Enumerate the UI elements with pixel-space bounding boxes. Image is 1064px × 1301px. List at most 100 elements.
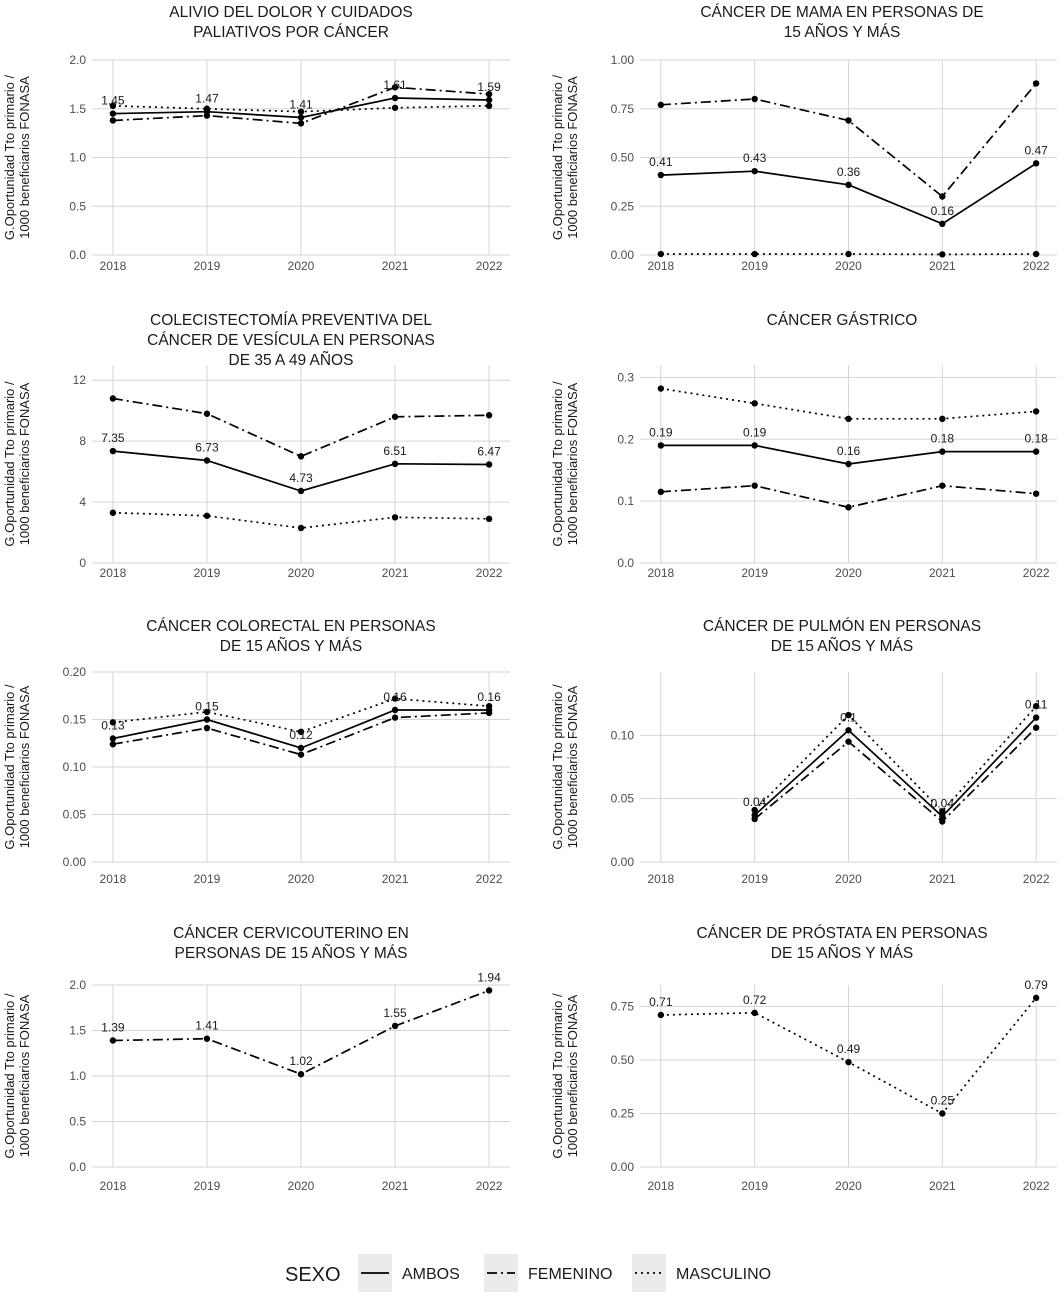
data-point-masculino bbox=[845, 416, 851, 422]
data-point-masculino bbox=[204, 513, 210, 519]
data-label: 0.1 bbox=[840, 710, 857, 724]
x-tick-label: 2022 bbox=[1023, 872, 1050, 886]
data-point-masculino bbox=[658, 1012, 664, 1018]
data-label: 0.72 bbox=[743, 993, 767, 1007]
data-point-ambos bbox=[1033, 160, 1039, 166]
y-tick-label: 0.1 bbox=[617, 494, 634, 508]
x-tick-label: 2020 bbox=[835, 1179, 862, 1193]
data-point-masculino bbox=[658, 385, 664, 391]
y-tick-label: 2.0 bbox=[69, 978, 86, 992]
y-tick-label: 0.0 bbox=[617, 556, 634, 570]
data-label: 0.79 bbox=[1024, 978, 1048, 992]
data-label: 0.18 bbox=[1024, 432, 1048, 446]
data-label: 1.55 bbox=[383, 1006, 407, 1020]
data-point-femenino bbox=[486, 987, 492, 993]
y-tick-label: 0.50 bbox=[611, 1053, 635, 1067]
x-tick-label: 2019 bbox=[194, 566, 221, 580]
x-tick-label: 2021 bbox=[929, 1179, 956, 1193]
data-point-femenino bbox=[204, 725, 210, 731]
legend-label: MASCULINO bbox=[676, 1266, 771, 1283]
y-tick-label: 0.5 bbox=[69, 1115, 86, 1129]
data-point-femenino bbox=[110, 395, 116, 401]
data-point-masculino bbox=[298, 525, 304, 531]
data-point-femenino bbox=[298, 1071, 304, 1077]
x-tick-label: 2020 bbox=[288, 1179, 315, 1193]
data-label: 0.49 bbox=[837, 1042, 861, 1056]
y-tick-label: 0.5 bbox=[69, 199, 86, 213]
data-label: 7.35 bbox=[101, 431, 125, 445]
x-tick-label: 2020 bbox=[288, 259, 315, 273]
x-tick-label: 2020 bbox=[835, 566, 862, 580]
data-point-ambos bbox=[1033, 714, 1039, 720]
y-axis-label: 1000 beneficiarios FONASA bbox=[565, 994, 580, 1157]
y-axis-label: 1000 beneficiarios FONASA bbox=[17, 685, 32, 848]
y-axis-label: G.Oportunidad Tto primario / bbox=[2, 684, 17, 850]
x-tick-label: 2019 bbox=[194, 1179, 221, 1193]
data-point-masculino bbox=[845, 251, 851, 257]
data-point-femenino bbox=[204, 112, 210, 118]
data-point-masculino bbox=[1033, 408, 1039, 414]
y-tick-label: 0.0 bbox=[69, 1160, 86, 1174]
data-point-masculino bbox=[658, 251, 664, 257]
x-tick-label: 2022 bbox=[476, 872, 503, 886]
y-tick-label: 0.05 bbox=[63, 808, 87, 822]
data-label: 0.13 bbox=[101, 719, 125, 733]
data-label: 1.45 bbox=[101, 94, 125, 108]
x-tick-label: 2019 bbox=[741, 872, 768, 886]
data-point-ambos bbox=[110, 735, 116, 741]
x-tick-label: 2021 bbox=[929, 872, 956, 886]
data-point-ambos bbox=[298, 114, 304, 120]
y-tick-label: 0.50 bbox=[611, 151, 635, 165]
data-point-ambos bbox=[1033, 448, 1039, 454]
x-tick-label: 2018 bbox=[647, 872, 674, 886]
x-tick-label: 2020 bbox=[288, 566, 315, 580]
data-point-femenino bbox=[939, 482, 945, 488]
panel-title: DE 15 AÑOS Y MÁS bbox=[771, 638, 913, 655]
data-point-ambos bbox=[845, 182, 851, 188]
data-point-masculino bbox=[204, 106, 210, 112]
y-tick-label: 0.00 bbox=[611, 248, 635, 262]
y-axis-label: 1000 beneficiarios FONASA bbox=[17, 994, 32, 1157]
data-point-femenino bbox=[1033, 725, 1039, 731]
data-point-masculino bbox=[486, 103, 492, 109]
x-tick-label: 2021 bbox=[382, 566, 409, 580]
y-axis-label: G.Oportunidad Tto primario / bbox=[2, 381, 17, 547]
y-tick-label: 0.00 bbox=[611, 1160, 635, 1174]
data-point-femenino bbox=[658, 489, 664, 495]
data-label: 0.16 bbox=[477, 690, 501, 704]
x-tick-label: 2021 bbox=[929, 259, 956, 273]
series-line-femenino bbox=[755, 728, 1036, 822]
data-point-femenino bbox=[845, 117, 851, 123]
data-point-masculino bbox=[751, 251, 757, 257]
x-tick-label: 2020 bbox=[835, 259, 862, 273]
x-tick-label: 2018 bbox=[647, 259, 674, 273]
panel-title: CÁNCER DE VESÍCULA EN PERSONAS bbox=[147, 332, 435, 349]
data-point-ambos bbox=[751, 168, 757, 174]
y-axis-label: G.Oportunidad Tto primario / bbox=[2, 993, 17, 1159]
data-point-ambos bbox=[658, 442, 664, 448]
data-label: 0.47 bbox=[1024, 143, 1048, 157]
x-tick-label: 2019 bbox=[194, 259, 221, 273]
data-point-femenino bbox=[392, 1023, 398, 1029]
data-point-femenino bbox=[298, 751, 304, 757]
data-label: 0.16 bbox=[931, 204, 955, 218]
data-point-femenino bbox=[751, 816, 757, 822]
x-tick-label: 2018 bbox=[647, 566, 674, 580]
y-tick-label: 0.00 bbox=[611, 855, 635, 869]
y-axis-label: G.Oportunidad Tto primario / bbox=[2, 75, 17, 241]
data-point-masculino bbox=[751, 1010, 757, 1016]
data-point-ambos bbox=[845, 727, 851, 733]
data-point-femenino bbox=[845, 504, 851, 510]
data-label: 1.41 bbox=[195, 1019, 219, 1033]
data-label: 0.18 bbox=[931, 432, 955, 446]
data-label: 6.51 bbox=[383, 444, 407, 458]
data-label: 6.73 bbox=[195, 440, 219, 454]
x-tick-label: 2022 bbox=[1023, 259, 1050, 273]
data-point-femenino bbox=[658, 102, 664, 108]
data-point-femenino bbox=[204, 1035, 210, 1041]
data-label: 1.41 bbox=[289, 98, 313, 112]
